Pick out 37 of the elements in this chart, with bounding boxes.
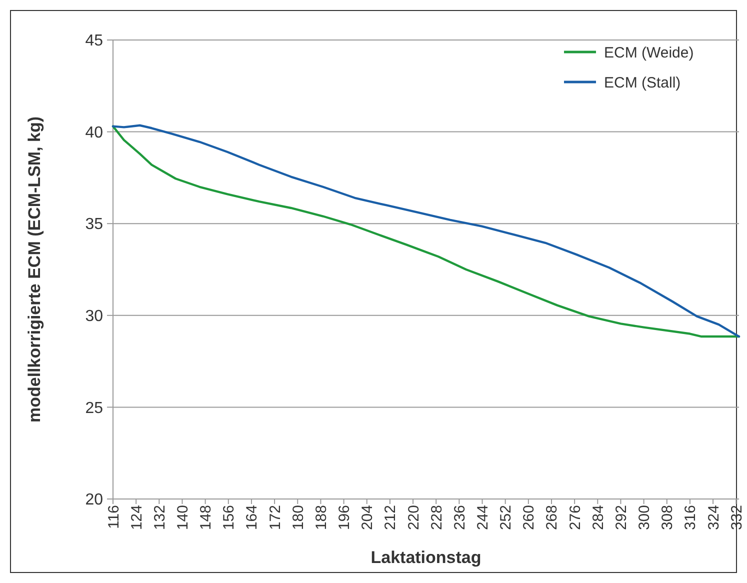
x-tick-label: 212 <box>382 505 400 530</box>
x-tick-label: 220 <box>405 505 422 530</box>
x-tick-label: 180 <box>290 505 307 530</box>
x-tick-label: 252 <box>498 505 515 530</box>
x-tick-label: 292 <box>612 505 630 530</box>
x-tick-label: 172 <box>266 505 284 530</box>
y-axis-title: modellkorrigierte ECM (ECM-LSM, kg) <box>25 116 44 423</box>
x-tick-label: 284 <box>590 505 607 530</box>
x-tick-label: 260 <box>520 505 538 530</box>
legend-label: ECM (Weide) <box>604 44 694 62</box>
x-tick-label: 140 <box>174 505 192 530</box>
y-tick-label: 40 <box>85 124 104 142</box>
x-tick-label: 196 <box>336 505 354 530</box>
x-tick-label: 124 <box>128 505 146 530</box>
x-tick-label: 188 <box>312 505 330 530</box>
x-tick-label: 244 <box>474 505 492 530</box>
x-tick-label: 164 <box>244 505 261 530</box>
y-tick-label: 45 <box>85 32 104 50</box>
x-tick-label: 204 <box>359 505 376 530</box>
x-tick-label: 324 <box>705 505 722 530</box>
y-tick-label: 35 <box>85 216 104 234</box>
x-tick-label: 268 <box>544 505 561 530</box>
y-tick-label: 30 <box>85 308 104 325</box>
x-tick-label: 116 <box>105 505 122 529</box>
legend-label: ECM (Stall) <box>604 74 681 92</box>
y-tick-label: 20 <box>85 492 104 509</box>
x-tick-label: 228 <box>428 505 446 530</box>
y-tick-label: 25 <box>85 400 104 417</box>
x-tick-label: 276 <box>566 505 584 530</box>
x-tick-label: 300 <box>636 505 654 530</box>
x-tick-label: 132 <box>151 505 168 530</box>
x-axis-title: Laktationstag <box>370 548 482 567</box>
x-tick-label: 308 <box>659 505 676 530</box>
x-tick-label: 156 <box>220 505 238 530</box>
x-tick-label: 236 <box>451 505 468 530</box>
x-tick-label: 148 <box>198 505 215 530</box>
x-tick-label: 316 <box>682 505 700 530</box>
